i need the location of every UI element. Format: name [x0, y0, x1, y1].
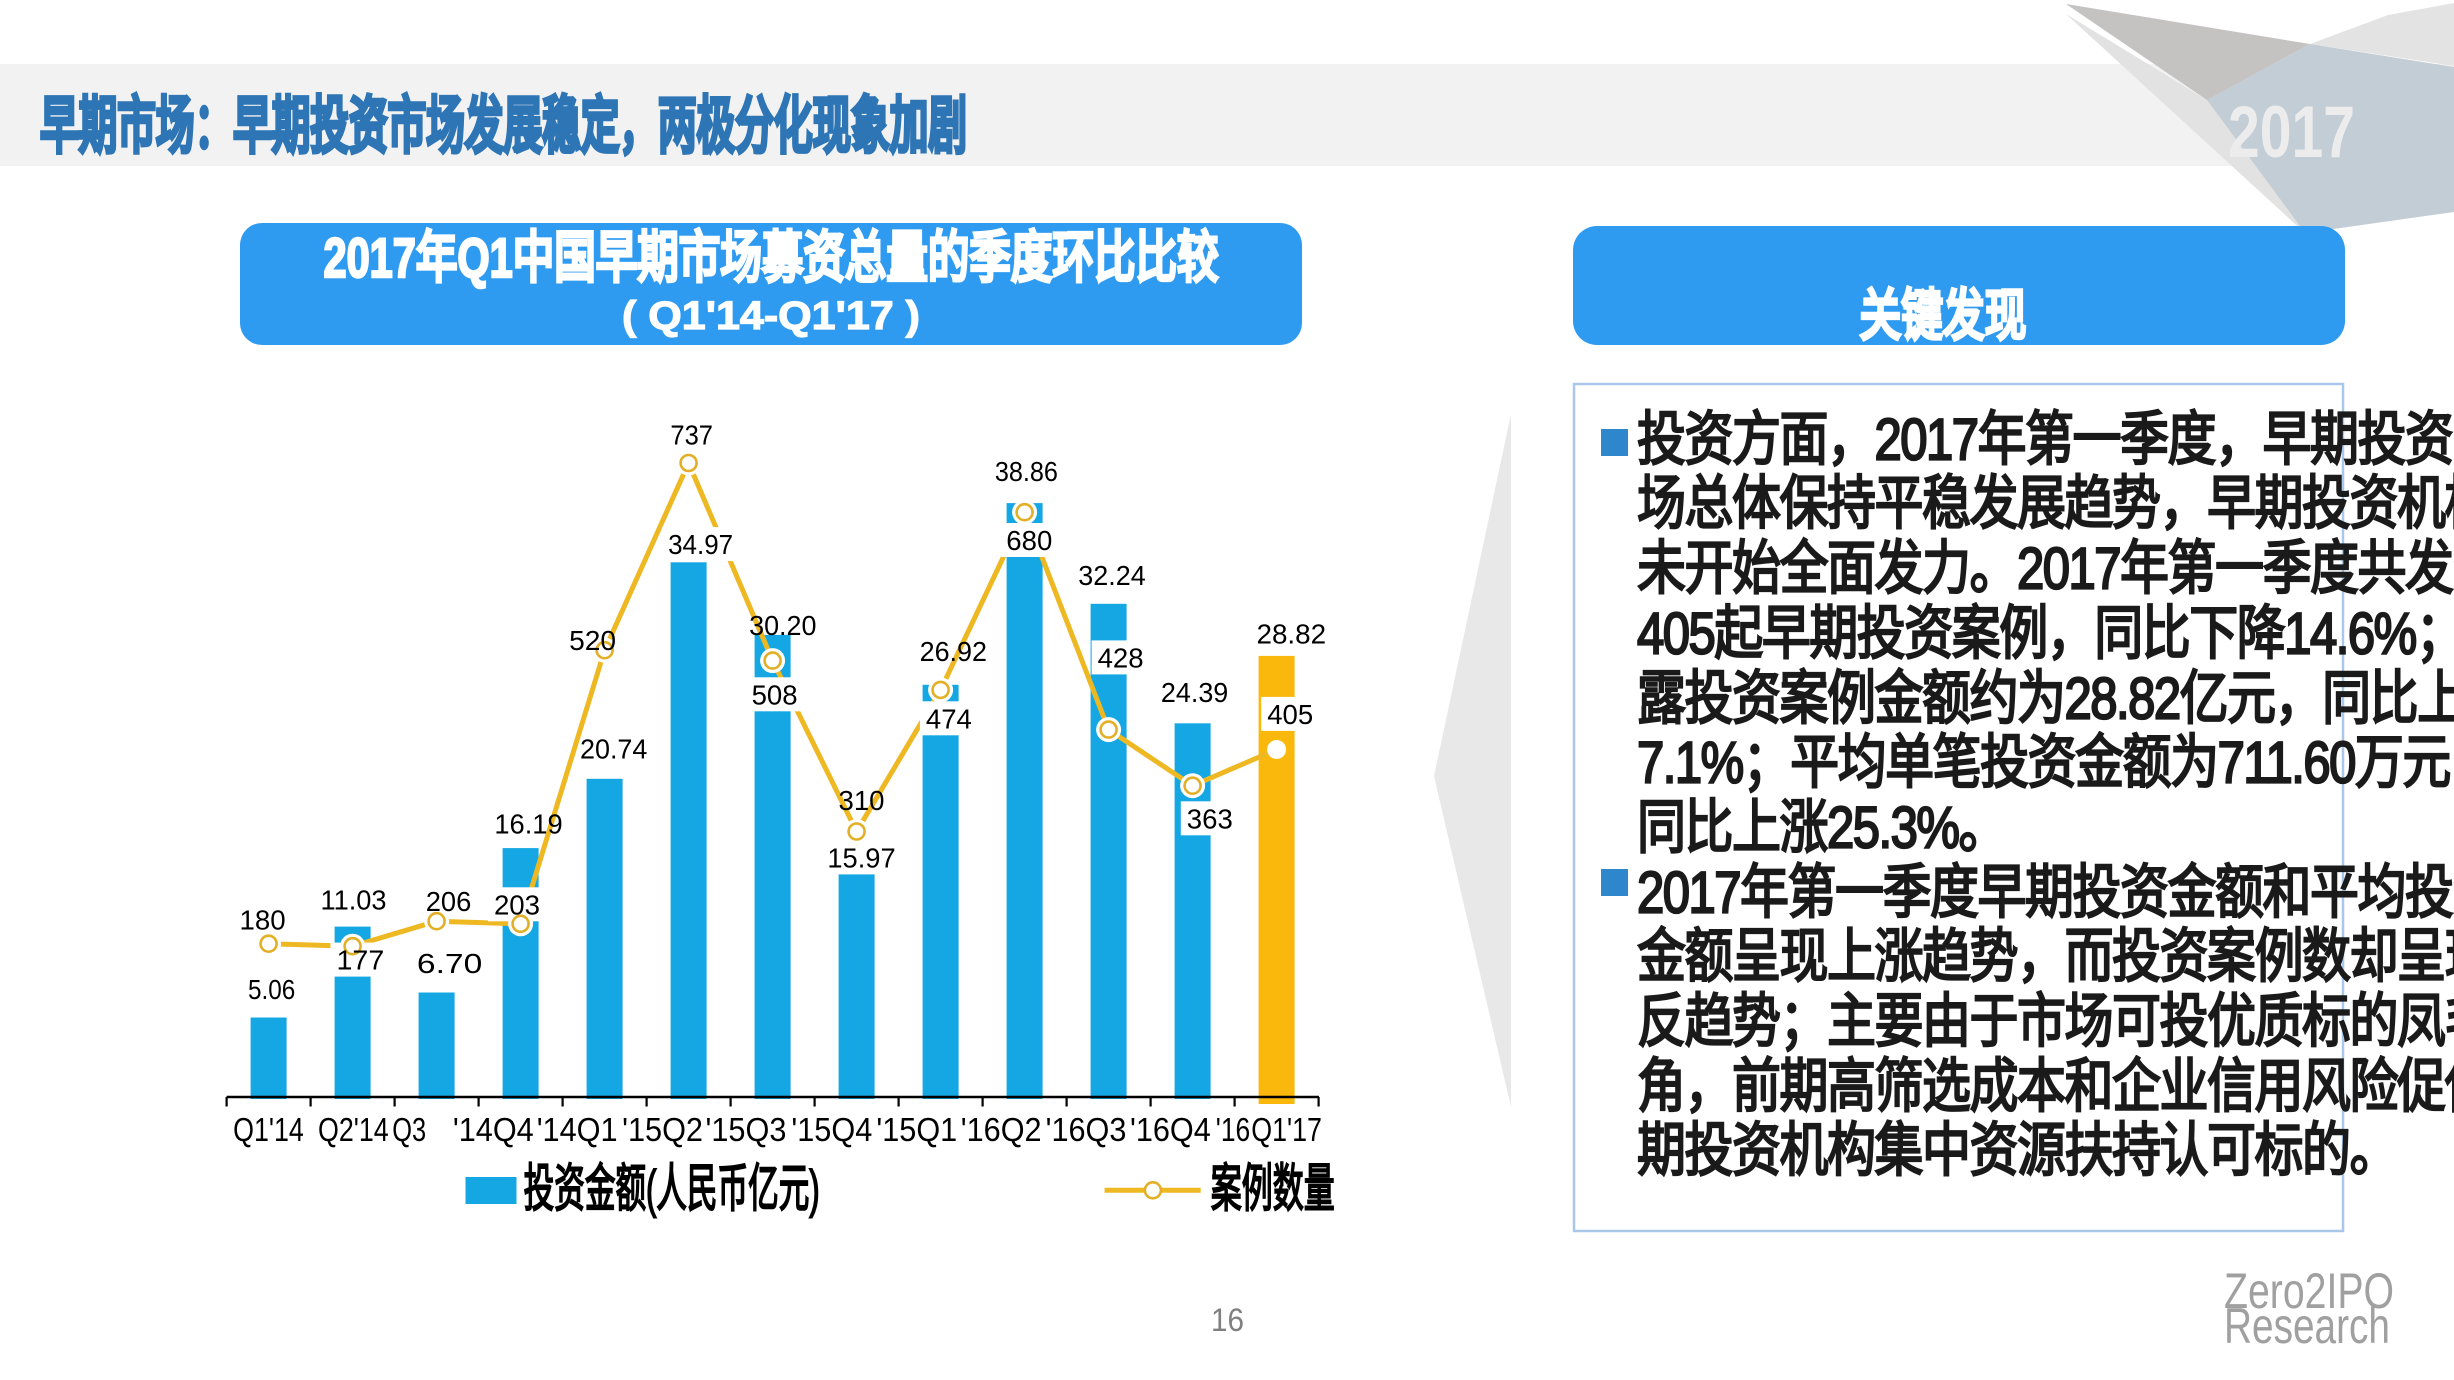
- svg-text:'15Q1: '15Q1: [876, 1111, 957, 1148]
- svg-text:Zero2IPO: Zero2IPO: [2224, 1263, 2394, 1319]
- svg-text:26.92: 26.92: [920, 636, 987, 667]
- svg-text:177: 177: [337, 945, 385, 976]
- svg-text:Q2'14: Q2'14: [318, 1111, 389, 1148]
- svg-text:16: 16: [1211, 1302, 1244, 1338]
- svg-text:737: 737: [670, 420, 713, 451]
- svg-text:投资金额(人民币亿元): 投资金额(人民币亿元): [524, 1161, 820, 1219]
- svg-text:6.70: 6.70: [417, 948, 482, 979]
- svg-text:38.86: 38.86: [995, 456, 1058, 487]
- svg-text:203: 203: [494, 889, 540, 920]
- svg-text:16.19: 16.19: [494, 809, 562, 840]
- svg-text:2017年Q1中国早期市场募资总量的季度环比比较: 2017年Q1中国早期市场募资总量的季度环比比较: [324, 226, 1219, 289]
- svg-text:405: 405: [1267, 699, 1313, 730]
- svg-text:关键发现: 关键发现: [1860, 284, 2027, 347]
- svg-text:案例数量: 案例数量: [1211, 1161, 1335, 1219]
- svg-text:'16Q2: '16Q2: [961, 1111, 1042, 1148]
- svg-text:Q3: Q3: [392, 1111, 426, 1148]
- svg-text:'14Q1: '14Q1: [537, 1111, 618, 1148]
- svg-text:'16Q3: '16Q3: [1046, 1111, 1127, 1148]
- svg-text:15.97: 15.97: [827, 842, 895, 873]
- svg-text:508: 508: [752, 679, 798, 710]
- svg-text:Q1'17: Q1'17: [1251, 1111, 1322, 1148]
- svg-text:28.82: 28.82: [1257, 619, 1327, 650]
- svg-text:( Q1'14-Q1'17 ): ( Q1'14-Q1'17 ): [622, 294, 920, 338]
- svg-text:30.20: 30.20: [749, 610, 816, 641]
- svg-text:5.06: 5.06: [248, 974, 295, 1005]
- svg-text:早期市场：早期投资市场发展稳定，两极分化现象加剧: 早期市场：早期投资市场发展稳定，两极分化现象加剧: [40, 92, 967, 161]
- svg-text:'15Q3: '15Q3: [706, 1111, 787, 1148]
- svg-text:428: 428: [1098, 642, 1144, 673]
- svg-text:'14Q4: '14Q4: [453, 1111, 534, 1148]
- svg-text:180: 180: [240, 905, 286, 936]
- svg-text:310: 310: [839, 785, 885, 816]
- svg-text:32.24: 32.24: [1078, 560, 1145, 591]
- svg-text:363: 363: [1187, 803, 1233, 834]
- svg-text:Q1'14: Q1'14: [233, 1111, 304, 1148]
- svg-text:'16: '16: [1216, 1111, 1250, 1148]
- svg-text:'16Q4: '16Q4: [1130, 1111, 1211, 1148]
- svg-text:'15Q4: '15Q4: [791, 1111, 872, 1148]
- svg-text:20.74: 20.74: [580, 734, 647, 765]
- svg-text:680: 680: [1006, 525, 1052, 556]
- svg-text:11.03: 11.03: [321, 885, 387, 916]
- svg-text:Research: Research: [2224, 1298, 2390, 1354]
- svg-text:2017: 2017: [2228, 92, 2355, 173]
- svg-text:'15Q2: '15Q2: [622, 1111, 703, 1148]
- svg-text:24.39: 24.39: [1161, 677, 1228, 708]
- svg-text:520: 520: [569, 625, 616, 656]
- svg-text:34.97: 34.97: [668, 529, 733, 560]
- svg-text:474: 474: [926, 703, 972, 734]
- svg-text:206: 206: [426, 886, 472, 917]
